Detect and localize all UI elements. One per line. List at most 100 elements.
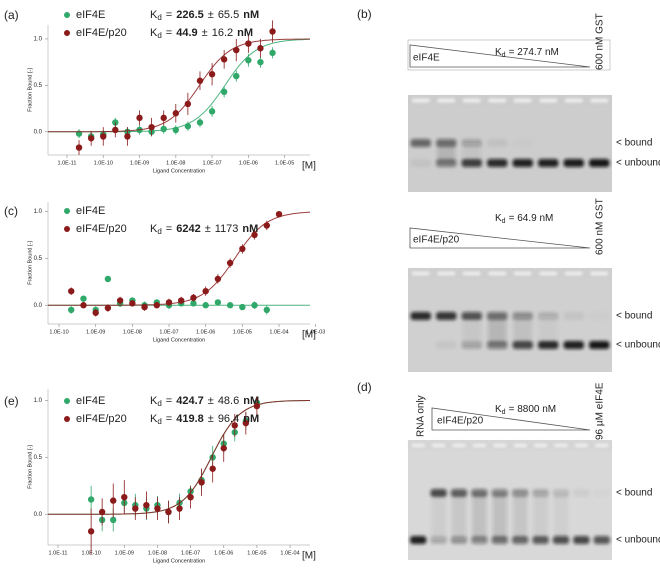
legend-label: eIF4E/p20 (76, 223, 127, 235)
kd-annotation: Kd = 6242 ±1173 nM (150, 223, 258, 236)
kd-annotation: Kd = 8800 nM (495, 404, 556, 416)
gel-band (436, 341, 457, 349)
gel-well (487, 270, 508, 277)
x-tick-label: 1.0E-05 (275, 160, 294, 166)
unbound-marker: < unbound (616, 158, 660, 169)
data-point (98, 508, 106, 516)
gel-smear (539, 316, 558, 345)
x-tick-label: 1.0E-07 (159, 329, 178, 335)
kd-error: 16.2 (212, 27, 233, 39)
legend-label: eIF4E/p20 (76, 413, 127, 425)
x-tick-label: 1.0E-04 (280, 550, 299, 556)
x-tick-label: 1.0E-09 (130, 160, 149, 166)
kd-subscript: d (502, 52, 506, 59)
kd-equals: = (166, 27, 172, 39)
kd-text: = 64.9 nM (509, 213, 554, 224)
kd-symbol: K (495, 47, 502, 58)
gel-band (410, 312, 431, 320)
data-point (87, 135, 95, 142)
kd-annotation: Kd = 226.5 ±65.5 nM (150, 9, 259, 22)
gel-well (532, 442, 549, 449)
x-tick-label: 1.0E-11 (58, 160, 77, 166)
legend-marker (64, 30, 70, 36)
gel-smear (533, 493, 548, 540)
data-point (226, 302, 234, 309)
data-point (245, 40, 252, 47)
x-tick-label: 1.0E-10 (49, 329, 68, 335)
kd-annotation: Kd = 44.9 ±16.2 nM (150, 27, 253, 40)
x-unit: [M] (302, 551, 316, 562)
gel-band (410, 536, 427, 544)
data-point (202, 302, 209, 309)
kd-value: 6242 (176, 223, 200, 235)
kd-plus-minus: ± (202, 27, 208, 39)
data-point (220, 56, 228, 63)
data-point (165, 299, 173, 306)
data-point (153, 302, 160, 309)
kd-symbol: K (495, 404, 502, 415)
data-point (92, 309, 99, 316)
data-point (124, 133, 131, 140)
y-tick-label: 1.0 (34, 209, 43, 215)
x-tick-label: 1.0E-08 (166, 160, 185, 166)
gel-well (589, 270, 610, 277)
y-tick-label: 0.0 (34, 129, 43, 135)
data-point (110, 516, 117, 524)
gel-band (594, 489, 610, 497)
kd-subscript: d (157, 31, 161, 40)
legend-label: eIF4E (76, 9, 105, 21)
x-tick-label: 1.0E-06 (239, 160, 258, 166)
gel-well (563, 270, 584, 277)
kd-symbol: K (150, 413, 158, 425)
kd-unit: nM (243, 413, 259, 425)
kd-symbol: K (150, 223, 158, 235)
x-axis-title: Ligand Concentration (153, 337, 205, 343)
data-point (239, 245, 246, 253)
data-point (176, 505, 183, 512)
gel-well (538, 97, 559, 104)
kd-error: 48.6 (218, 395, 239, 407)
gel-well (471, 442, 488, 449)
bound-marker: < bound (616, 138, 652, 149)
kd-subscript: d (157, 13, 161, 22)
data-point (202, 287, 209, 295)
kd-value: 419.8 (176, 413, 204, 425)
gel-well (512, 270, 533, 277)
data-point (116, 297, 124, 304)
kd-symbol: K (150, 9, 158, 21)
gel-smear (513, 316, 532, 345)
gel-smear (492, 493, 507, 540)
gel-smear (462, 316, 481, 345)
kd-error: 1173 (215, 223, 239, 235)
data-point (208, 71, 216, 78)
gel-well (538, 270, 559, 277)
x-tick-label: 1.0E-08 (123, 329, 142, 335)
lanes-label: eIF4E/p20 (437, 416, 484, 427)
panel-label: (d) (357, 380, 372, 394)
gel-smear (472, 493, 487, 540)
data-point (263, 306, 270, 314)
gel (408, 268, 612, 372)
kd-plus-minus: ± (205, 223, 211, 235)
data-point (184, 100, 192, 108)
gel-bands (410, 442, 610, 544)
x-unit: [M] (302, 161, 316, 172)
data-point (208, 108, 216, 115)
control-label: 600 nM GST (595, 198, 606, 255)
gel-well (563, 97, 584, 104)
data-point (257, 58, 264, 66)
y-tick-label: 0.0 (34, 512, 43, 518)
lanes-label: eIF4E/p20 (413, 235, 460, 246)
kd-symbol: K (495, 213, 502, 224)
panel-label: (a) (4, 8, 19, 22)
data-point (251, 231, 258, 239)
kd-subscript: d (157, 227, 161, 236)
data-point (257, 45, 264, 52)
y-tick-label: 1.0 (34, 398, 43, 404)
gel-band (563, 159, 584, 167)
data-point (160, 125, 167, 133)
kd-subscript: d (502, 409, 506, 416)
gel-band (436, 312, 457, 320)
data-point (141, 303, 148, 311)
x-tick-label: 1.0E-09 (86, 329, 105, 335)
